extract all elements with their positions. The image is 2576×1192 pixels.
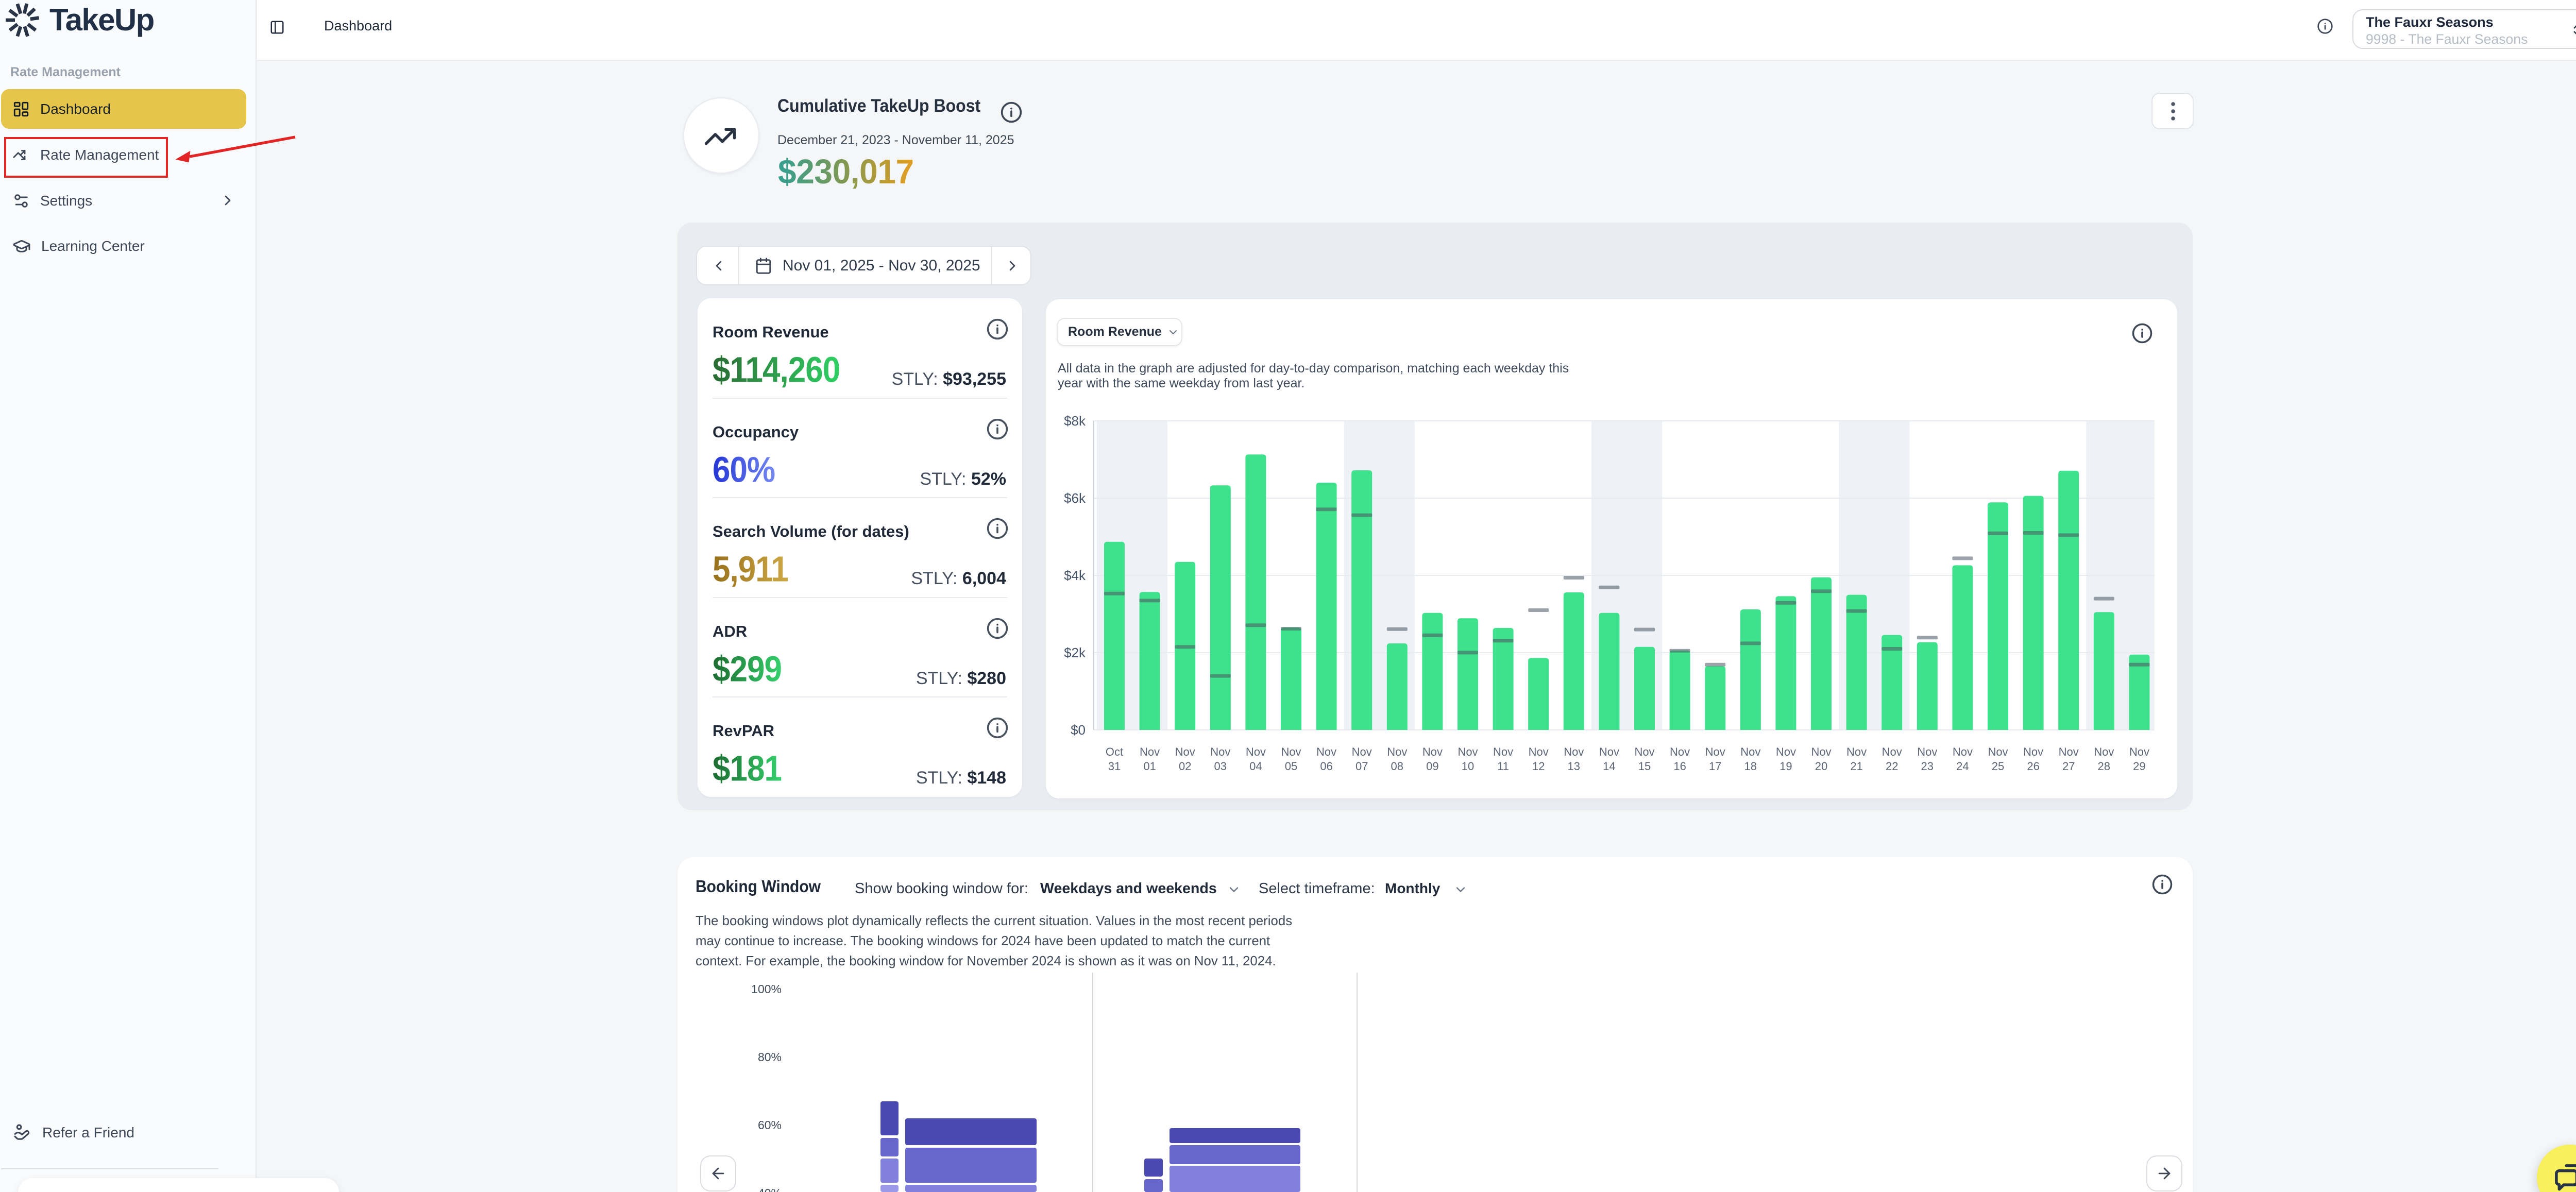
svg-text:Nov: Nov — [1529, 745, 1549, 758]
svg-text:23: 23 — [1921, 760, 1934, 773]
svg-text:$6k: $6k — [1064, 490, 1086, 506]
svg-text:09: 09 — [1426, 760, 1438, 773]
svg-text:$8k: $8k — [1064, 413, 1086, 429]
svg-text:19: 19 — [1780, 760, 1792, 773]
svg-text:Nov: Nov — [1422, 745, 1443, 758]
svg-text:24: 24 — [1956, 760, 1969, 773]
svg-text:Nov: Nov — [1811, 745, 1831, 758]
svg-text:08: 08 — [1391, 760, 1403, 773]
svg-text:01: 01 — [1143, 760, 1156, 773]
svg-text:Nov: Nov — [1670, 745, 1690, 758]
svg-text:Nov: Nov — [2094, 745, 2114, 758]
svg-text:Nov: Nov — [1387, 745, 1407, 758]
svg-text:Nov: Nov — [1846, 745, 1867, 758]
svg-text:Nov: Nov — [1458, 745, 1478, 758]
svg-text:28: 28 — [2098, 760, 2110, 773]
svg-text:$4k: $4k — [1064, 568, 1086, 583]
svg-text:31: 31 — [1108, 760, 1121, 773]
svg-text:Nov: Nov — [1246, 745, 1266, 758]
svg-text:Nov: Nov — [1316, 745, 1336, 758]
svg-text:17: 17 — [1709, 760, 1721, 773]
svg-text:25: 25 — [1992, 760, 2004, 773]
svg-text:22: 22 — [1886, 760, 1898, 773]
svg-text:04: 04 — [1249, 760, 1262, 773]
svg-text:$2k: $2k — [1064, 645, 1086, 660]
svg-text:26: 26 — [2027, 760, 2039, 773]
svg-text:06: 06 — [1320, 760, 1332, 773]
svg-text:18: 18 — [1744, 760, 1757, 773]
svg-text:Nov: Nov — [2129, 745, 2149, 758]
svg-text:Nov: Nov — [2023, 745, 2043, 758]
svg-text:16: 16 — [1673, 760, 1686, 773]
svg-text:03: 03 — [1214, 760, 1227, 773]
svg-text:13: 13 — [1568, 760, 1580, 773]
svg-text:Nov: Nov — [1140, 745, 1160, 758]
svg-text:12: 12 — [1532, 760, 1545, 773]
svg-text:20: 20 — [1815, 760, 1827, 773]
svg-text:Nov: Nov — [1564, 745, 1584, 758]
svg-text:10: 10 — [1462, 760, 1474, 773]
svg-text:Nov: Nov — [1988, 745, 2008, 758]
svg-text:14: 14 — [1603, 760, 1615, 773]
svg-text:Nov: Nov — [1953, 745, 1973, 758]
svg-text:Nov: Nov — [1352, 745, 1372, 758]
svg-text:Nov: Nov — [2059, 745, 2079, 758]
svg-text:Nov: Nov — [1281, 745, 1301, 758]
svg-text:29: 29 — [2133, 760, 2145, 773]
svg-text:Nov: Nov — [1175, 745, 1195, 758]
svg-text:Nov: Nov — [1776, 745, 1796, 758]
svg-text:Nov: Nov — [1210, 745, 1230, 758]
svg-text:07: 07 — [1355, 760, 1368, 773]
svg-text:05: 05 — [1285, 760, 1297, 773]
svg-text:21: 21 — [1850, 760, 1862, 773]
svg-text:Nov: Nov — [1917, 745, 1937, 758]
svg-text:15: 15 — [1638, 760, 1651, 773]
svg-text:$0: $0 — [1071, 722, 1086, 738]
svg-text:02: 02 — [1179, 760, 1191, 773]
svg-text:Nov: Nov — [1882, 745, 1902, 758]
svg-text:Nov: Nov — [1740, 745, 1760, 758]
svg-text:Nov: Nov — [1634, 745, 1654, 758]
svg-text:Oct: Oct — [1106, 745, 1123, 758]
svg-text:Nov: Nov — [1599, 745, 1619, 758]
svg-text:27: 27 — [2062, 760, 2075, 773]
svg-text:11: 11 — [1497, 760, 1509, 773]
svg-text:Nov: Nov — [1705, 745, 1725, 758]
svg-text:Nov: Nov — [1493, 745, 1513, 758]
